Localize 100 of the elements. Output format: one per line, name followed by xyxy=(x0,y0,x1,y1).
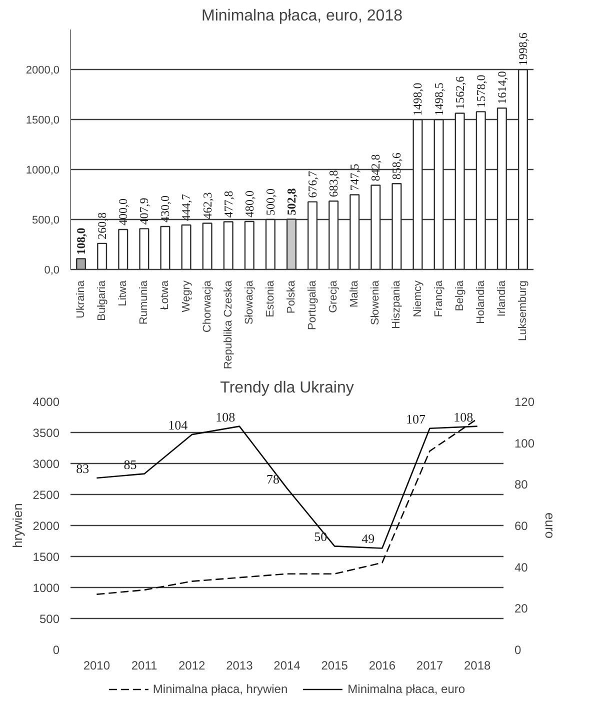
x-tick-label: Słowacja xyxy=(243,280,256,325)
data-label: 676,7 xyxy=(306,170,320,198)
y-tick-label: 500,0 xyxy=(32,214,60,226)
y-tick-label: 2000 xyxy=(32,519,60,533)
legend-label: Minimalna płaca, hrywien xyxy=(152,682,288,696)
data-label: 480,0 xyxy=(242,190,256,218)
x-tick-label: Łotwa xyxy=(159,280,172,310)
data-label: 83 xyxy=(76,460,90,476)
x-tick-label: 2010 xyxy=(83,658,110,672)
x-tick-label: Węgry xyxy=(180,280,192,312)
data-label: 462,3 xyxy=(200,192,214,220)
bar xyxy=(434,119,444,270)
y-tick-label: 0 xyxy=(52,643,60,657)
data-label: 407,9 xyxy=(137,198,152,225)
x-tick-label: Irlandia xyxy=(496,280,508,317)
y2-tick-label: 60 xyxy=(514,519,528,533)
data-label: 502,8 xyxy=(284,188,298,216)
x-tick-label: Estonia xyxy=(264,280,276,318)
data-label: 1578,0 xyxy=(474,74,488,108)
y2-tick-label: 0 xyxy=(514,643,522,657)
y-tick-label: 2500 xyxy=(32,488,60,502)
data-label: 842,8 xyxy=(368,154,383,182)
bar xyxy=(392,183,402,270)
data-label: 1998,6 xyxy=(516,32,530,66)
y-tick-label: 3500 xyxy=(32,426,60,440)
data-label: 104 xyxy=(168,418,188,433)
x-tick-label: Niemcy xyxy=(412,280,424,318)
bar xyxy=(496,108,507,270)
x-tick-label: Holandia xyxy=(474,280,487,324)
bar xyxy=(518,69,528,270)
x-tick-label: 2018 xyxy=(464,658,492,672)
bar xyxy=(476,111,486,270)
bar xyxy=(139,228,150,270)
x-tick-label: Francja xyxy=(432,280,445,318)
y2-tick-label: 80 xyxy=(514,478,528,492)
data-label: 260,8 xyxy=(95,212,110,240)
data-label: 1498,5 xyxy=(432,82,446,116)
y-tick-label: 3000 xyxy=(32,457,60,471)
data-label: 500,0 xyxy=(263,188,278,216)
x-tick-label: 2015 xyxy=(321,658,348,672)
bar xyxy=(454,112,465,270)
x-tick-label: 2011 xyxy=(131,658,158,672)
bar xyxy=(76,258,86,270)
y2-tick-label: 20 xyxy=(514,602,528,616)
x-tick-label: Portugalia xyxy=(306,280,319,330)
y-axis-title: hrywien xyxy=(10,503,25,548)
data-label: 108,0 xyxy=(74,228,88,255)
bar xyxy=(350,194,360,270)
data-label: 683,8 xyxy=(326,170,341,198)
y-tick-label: 500 xyxy=(39,612,60,626)
data-label: 78 xyxy=(266,471,280,486)
y-tick-label: 1000,0 xyxy=(26,164,60,176)
bar xyxy=(223,221,234,270)
bar xyxy=(181,224,192,270)
chart-title: Minimalna płaca, euro, 2018 xyxy=(201,8,403,24)
data-label: 108 xyxy=(216,409,236,424)
x-tick-label: Litwa xyxy=(117,280,130,306)
x-tick-label: Bułgaria xyxy=(96,280,108,321)
bar xyxy=(412,119,423,270)
data-label: 50 xyxy=(314,529,328,544)
data-label: 107 xyxy=(406,411,426,426)
x-tick-label: 2013 xyxy=(226,658,254,672)
bar xyxy=(202,222,212,270)
data-label: 858,6 xyxy=(390,152,404,180)
y2-tick-label: 120 xyxy=(514,395,535,409)
data-label: 49 xyxy=(362,531,375,546)
x-tick-label: Hiszpania xyxy=(390,280,403,329)
x-tick-label: 2014 xyxy=(274,658,301,672)
x-tick-label: 2012 xyxy=(178,658,206,672)
bar xyxy=(160,226,170,270)
chart-title: Trendy dla Ukrainy xyxy=(220,380,354,396)
bar xyxy=(370,184,381,270)
data-label: 1562,6 xyxy=(452,76,467,110)
x-tick-label: Ukraina xyxy=(75,280,88,318)
legend-label: Minimalna płaca, euro xyxy=(348,682,466,696)
bar xyxy=(308,201,318,270)
x-tick-label: 2017 xyxy=(416,658,444,672)
y2-tick-label: 100 xyxy=(514,436,535,450)
bar xyxy=(118,228,128,270)
x-tick-label: Grecja xyxy=(328,280,340,313)
y-tick-label: 1500 xyxy=(32,550,60,564)
x-tick-label: Luksemburg xyxy=(516,280,529,342)
y-tick-label: 1000 xyxy=(32,581,60,595)
y-tick-label: 0,0 xyxy=(44,264,60,276)
bar xyxy=(97,242,108,270)
x-tick-label: Słowenia xyxy=(370,280,382,326)
data-label: 747,5 xyxy=(348,164,362,191)
data-label: 444,7 xyxy=(179,194,194,222)
x-tick-label: Polska xyxy=(285,280,298,314)
data-label: 1614,0 xyxy=(494,71,509,104)
bar xyxy=(265,218,276,270)
data-label: 430,0 xyxy=(158,196,172,222)
x-tick-label: Malta xyxy=(348,280,361,308)
y-tick-label: 2000,0 xyxy=(26,64,60,76)
bar xyxy=(244,220,254,270)
y-tick-label: 1500,0 xyxy=(26,114,60,126)
data-label: 477,8 xyxy=(221,190,236,218)
x-tick-label: Belgia xyxy=(454,280,466,312)
x-tick-label: Republika Czeska xyxy=(222,280,234,370)
x-tick-label: Chorwacja xyxy=(201,280,214,332)
